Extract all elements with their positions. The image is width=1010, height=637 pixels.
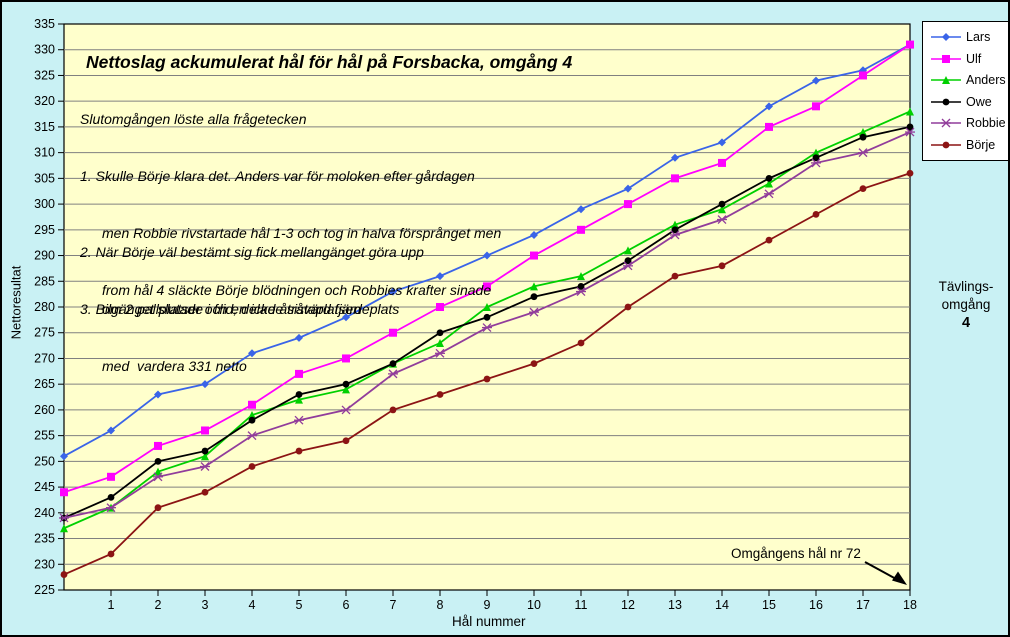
triangle-marker-icon bbox=[931, 76, 961, 84]
legend-item-lars: Lars bbox=[931, 30, 1008, 44]
svg-text:290: 290 bbox=[34, 249, 55, 263]
svg-text:235: 235 bbox=[34, 532, 55, 546]
legend-label: Anders bbox=[966, 73, 1006, 87]
svg-text:11: 11 bbox=[575, 598, 588, 612]
round-side-label-line2: omgång bbox=[941, 297, 991, 312]
svg-text:1: 1 bbox=[108, 598, 115, 612]
legend-label: Owe bbox=[966, 94, 992, 109]
circle-marker-icon bbox=[931, 98, 961, 105]
note-2-line-1: 2. När Börje väl bestämt sig fick mellan… bbox=[80, 244, 424, 260]
round-number: 4 bbox=[961, 315, 971, 331]
series-lars bbox=[60, 40, 914, 461]
legend-item-ulf: Ulf bbox=[931, 51, 1008, 66]
note-item-3: 3. Bilgänget slutade i frid, delade sist… bbox=[80, 262, 361, 414]
legend-label: Ulf bbox=[966, 51, 982, 66]
svg-text:15: 15 bbox=[762, 598, 776, 612]
svg-text:305: 305 bbox=[34, 171, 55, 185]
svg-text:4: 4 bbox=[249, 598, 256, 612]
svg-text:330: 330 bbox=[34, 43, 55, 57]
legend-label: Börje bbox=[966, 137, 996, 152]
legend-item-börje: Börje bbox=[931, 137, 1008, 152]
svg-text:320: 320 bbox=[34, 94, 55, 108]
diamond-marker-icon bbox=[931, 33, 961, 41]
y-axis-label: Nettoresultat bbox=[8, 265, 24, 340]
svg-text:3: 3 bbox=[202, 598, 209, 612]
svg-text:270: 270 bbox=[34, 351, 55, 365]
svg-text:14: 14 bbox=[715, 598, 729, 612]
legend-item-robbie: Robbie bbox=[931, 116, 1008, 130]
note-1-line-2: men Robbie rivstartade hål 1-3 och tog i… bbox=[102, 225, 502, 241]
svg-text:255: 255 bbox=[34, 429, 55, 443]
gridlines bbox=[64, 49, 910, 565]
note-item-1: 1. Skulle Börje klara det. Anders var fö… bbox=[80, 129, 501, 338]
svg-text:18: 18 bbox=[903, 598, 917, 612]
note-1-line-3: from hål 4 släckte Börje blödningen och … bbox=[102, 282, 492, 298]
star-marker-icon bbox=[931, 118, 961, 128]
callout-arrow bbox=[864, 561, 907, 585]
series-robbie bbox=[59, 127, 915, 523]
svg-text:280: 280 bbox=[34, 300, 55, 314]
chart-legend: Lars Ulf Anders Owe Robbie Börje bbox=[922, 21, 1008, 161]
svg-text:5: 5 bbox=[296, 598, 303, 612]
square-marker-icon bbox=[931, 54, 961, 63]
svg-text:9: 9 bbox=[484, 598, 491, 612]
svg-text:13: 13 bbox=[668, 598, 682, 612]
axis-ticks bbox=[58, 23, 911, 596]
svg-text:7: 7 bbox=[390, 598, 397, 612]
legend-label: Robbie bbox=[966, 116, 1006, 130]
svg-text:17: 17 bbox=[856, 598, 870, 612]
chart-title: Nettoslag ackumulerat hål för hål på For… bbox=[86, 52, 573, 72]
note-2-line-2: om 2 pallplatser och en icke åtråvärd fj… bbox=[102, 301, 400, 317]
svg-text:8: 8 bbox=[437, 598, 444, 612]
svg-text:310: 310 bbox=[34, 146, 55, 160]
svg-text:2: 2 bbox=[155, 598, 162, 612]
svg-text:225: 225 bbox=[34, 583, 55, 597]
series-börje bbox=[60, 169, 914, 578]
series-owe bbox=[60, 123, 914, 522]
x-axis-label: Hål nummer bbox=[452, 614, 526, 629]
svg-text:285: 285 bbox=[34, 274, 55, 288]
svg-text:315: 315 bbox=[34, 120, 55, 134]
svg-text:275: 275 bbox=[34, 326, 55, 340]
svg-text:16: 16 bbox=[809, 598, 823, 612]
svg-text:245: 245 bbox=[34, 480, 55, 494]
svg-text:230: 230 bbox=[34, 557, 55, 571]
svg-text:250: 250 bbox=[34, 454, 55, 468]
round-side-label-line1: Tävlings- bbox=[938, 279, 994, 294]
svg-text:6: 6 bbox=[343, 598, 350, 612]
note-intro: Slutomgången löste alla frågetecken bbox=[80, 111, 307, 127]
series-ulf bbox=[60, 40, 914, 497]
svg-text:295: 295 bbox=[34, 223, 55, 237]
circle-marker-icon bbox=[931, 141, 961, 148]
note-3-line-2: med vardera 331 netto bbox=[102, 358, 247, 374]
legend-label: Lars bbox=[966, 30, 991, 44]
svg-text:10: 10 bbox=[527, 598, 541, 612]
note-3-line-1: 3. Bilgänget slutade i frid, delade sist… bbox=[80, 301, 361, 317]
legend-item-anders: Anders bbox=[931, 73, 1008, 87]
note-1-line-1: 1. Skulle Börje klara det. Anders var fö… bbox=[80, 168, 475, 184]
svg-text:335: 335 bbox=[34, 17, 55, 31]
svg-text:265: 265 bbox=[34, 377, 55, 391]
round-side-label: Tävlings- omgång 4 bbox=[925, 278, 1007, 332]
svg-text:260: 260 bbox=[34, 403, 55, 417]
y-tick-labels: 225 230 235 240 245 250 255 260 265 270 275 280 285 2… bbox=[34, 17, 55, 597]
svg-text:325: 325 bbox=[34, 68, 55, 82]
svg-text:300: 300 bbox=[34, 197, 55, 211]
x-tick-labels: 1 2 3 4 5 6 7 8 9 10 11 12 13 14 15 16 17 18 bbox=[108, 598, 917, 612]
svg-text:12: 12 bbox=[621, 598, 635, 612]
legend-item-owe: Owe bbox=[931, 94, 1008, 109]
svg-text:240: 240 bbox=[34, 506, 55, 520]
note-item-2: 2. När Börje väl bestämt sig fick mellan… bbox=[80, 205, 424, 357]
callout-hole-72: Omgångens hål nr 72 bbox=[731, 546, 861, 561]
